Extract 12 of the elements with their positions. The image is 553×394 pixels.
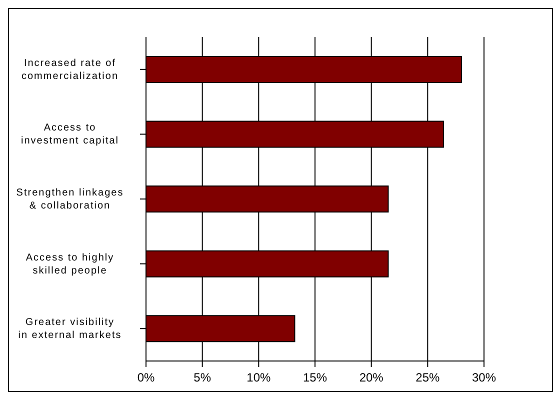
- x-tick-label: 5%: [194, 370, 212, 385]
- x-tick-label: 20%: [359, 370, 384, 385]
- x-tick-label: 25%: [416, 370, 440, 385]
- x-tick-label: 10%: [246, 370, 271, 385]
- x-tick-label: 30%: [472, 370, 496, 385]
- y-tick-label: Strengthen linkages & collaboration: [16, 188, 124, 212]
- y-tick-label: Access to investment capital: [20, 122, 120, 147]
- x-tick-label: 0%: [137, 370, 155, 385]
- y-tick-label: Increased rate of commercialization: [21, 58, 119, 82]
- y-tick-label: Access to highly skilled people: [26, 252, 114, 276]
- y-tick-label: Greater visibility in external markets: [18, 317, 122, 342]
- x-tick-label: 15%: [302, 370, 328, 385]
